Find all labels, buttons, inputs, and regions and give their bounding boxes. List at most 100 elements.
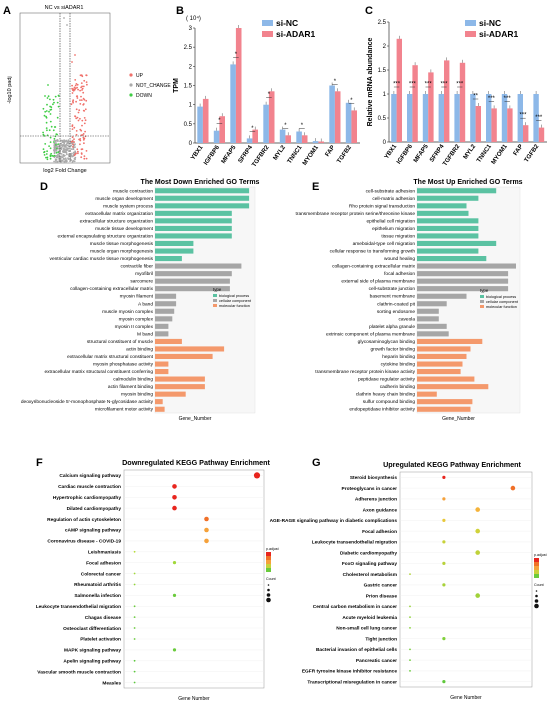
significance-label: *** [393, 82, 401, 88]
pathway-dot [442, 475, 446, 479]
category-label: FAP [324, 144, 337, 158]
go-term-label: myosin filament [120, 294, 154, 300]
volcano-point-notchange [66, 141, 69, 144]
go-term-label: myosin II complex [115, 324, 154, 330]
go-bar [155, 331, 169, 337]
go-bar [155, 256, 182, 262]
legend-label: molecular function [219, 304, 250, 308]
bar [438, 94, 444, 142]
go-bar [417, 195, 479, 201]
pathway-dot [409, 627, 411, 629]
go-term-label: extrinsic component of plasma membrane [326, 331, 415, 337]
pathway-label: cAMP signaling pathway [65, 528, 121, 534]
go-term-label: muscle tissue morphogenesis [90, 241, 154, 247]
volcano-point-up [73, 141, 75, 143]
volcano-point-up [71, 87, 73, 90]
go-bar [155, 248, 194, 254]
bar [197, 106, 203, 143]
pathway-dot [172, 484, 177, 489]
pathway-dot [475, 593, 481, 598]
category-label: MFAP5 [220, 144, 238, 165]
go-term-label: A band [138, 301, 153, 307]
category-label: IGFBP6 [395, 143, 414, 166]
pathway-label: Axon guidance [363, 507, 398, 513]
volcano-point-notchange [64, 159, 67, 162]
volcano-point-up [77, 111, 80, 114]
volcano-point-up [80, 148, 83, 151]
volcano-point-up [71, 136, 74, 139]
volcano-point-up [84, 119, 87, 122]
go-bar [417, 406, 471, 412]
pathway-label: Proteoglycans in cancer [342, 486, 398, 492]
volcano-point-up [73, 138, 75, 141]
go-bar [417, 316, 439, 322]
go-term-label: collagen-containing extracellular matrix [70, 286, 154, 292]
go-term-label: muscle system process [103, 203, 153, 209]
volcano-point-down [49, 154, 52, 157]
go-term-label: cadherin binding [380, 384, 416, 390]
size-legend-dot [266, 597, 271, 603]
volcano-point-down [46, 103, 48, 106]
bar [345, 102, 352, 144]
bar [422, 94, 429, 142]
significance-label: * [268, 92, 271, 98]
pathway-dot [510, 485, 516, 491]
go-term-label: myosin binding [121, 392, 153, 398]
go-term-label: deoxyribonucleoside 5'-monophosphate N-g… [21, 399, 154, 405]
pathway-dot [172, 495, 177, 500]
volcano-point-up [74, 115, 76, 117]
volcano-point-notchange [60, 157, 62, 159]
volcano-point-down [48, 145, 50, 148]
go-bar [417, 323, 447, 329]
bar [213, 130, 220, 143]
volcano-point-up [75, 95, 78, 98]
volcano-point-up [72, 145, 74, 148]
legend-swatch [480, 305, 484, 308]
size-legend-dot [267, 588, 270, 592]
volcano-point-down [42, 131, 44, 134]
go-bar [155, 240, 194, 246]
volcano-point-up [83, 142, 85, 145]
color-legend-swatch [266, 568, 271, 572]
volcano-plot: NC vs siADAR1 -log10 padj log2 Fold Chan… [7, 5, 171, 174]
bar [230, 64, 236, 143]
pathway-label: Chagas disease [85, 615, 122, 621]
volcano-point-up [79, 89, 81, 92]
pathway-dot [409, 605, 411, 608]
volcano-point-up [81, 119, 84, 122]
volcano-point-down [45, 127, 48, 129]
volcano-point-up [79, 139, 82, 142]
go-term-label: extracellular matrix organization [85, 211, 153, 217]
bar [312, 141, 319, 143]
volcano-point-down [56, 101, 59, 104]
volcano-point-notchange [70, 154, 73, 157]
category-label: TGFB2 [523, 143, 541, 164]
plot-area [154, 186, 256, 414]
volcano-point-up [80, 99, 83, 101]
pathway-label: Dilated cardiomyopathy [67, 506, 122, 512]
volcano-point-up [74, 54, 76, 56]
plot-area [416, 186, 521, 414]
volcano-point-notchange [63, 142, 66, 145]
pathway-label: MAPK signaling pathway [64, 648, 121, 654]
bar [523, 125, 529, 142]
color-legend-swatch [534, 570, 539, 574]
pathway-dot [475, 528, 481, 534]
volcano-point-up [83, 98, 86, 101]
volcano-point-notchange [53, 143, 56, 145]
volcano-point-up [70, 103, 73, 106]
volcano-point-down [46, 150, 48, 153]
pathway-dot [133, 572, 136, 575]
bar [235, 28, 242, 143]
volcano-point-up [79, 128, 82, 131]
pathway-label: FoxO signaling pathway [342, 561, 398, 567]
legend-label: si-NC [479, 18, 501, 28]
volcano-point-notchange [63, 141, 66, 143]
bar [407, 94, 413, 142]
go-bar [155, 369, 169, 375]
volcano-point-up [85, 74, 88, 77]
significance-label: * [301, 123, 304, 129]
go-term-label: calmodulin binding [113, 377, 153, 383]
go-up-chart: The Most Up Enriched GO Terms cell-substr… [296, 179, 523, 422]
